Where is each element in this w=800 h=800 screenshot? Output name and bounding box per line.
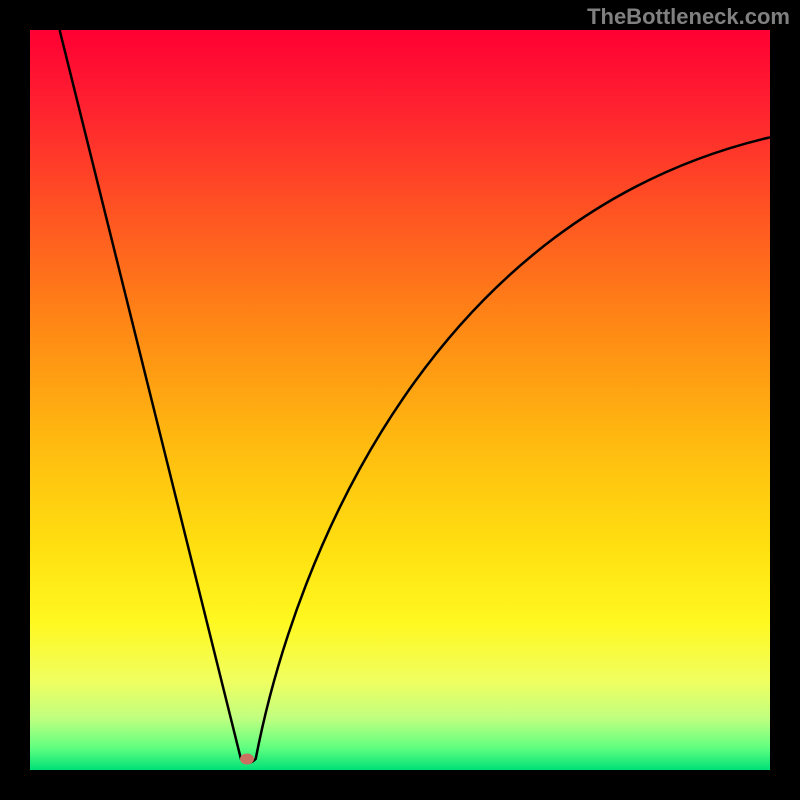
bottleneck-curve [30,30,770,770]
plot-area [30,30,770,770]
watermark-text: TheBottleneck.com [587,4,790,30]
optimal-point-marker [240,753,254,764]
